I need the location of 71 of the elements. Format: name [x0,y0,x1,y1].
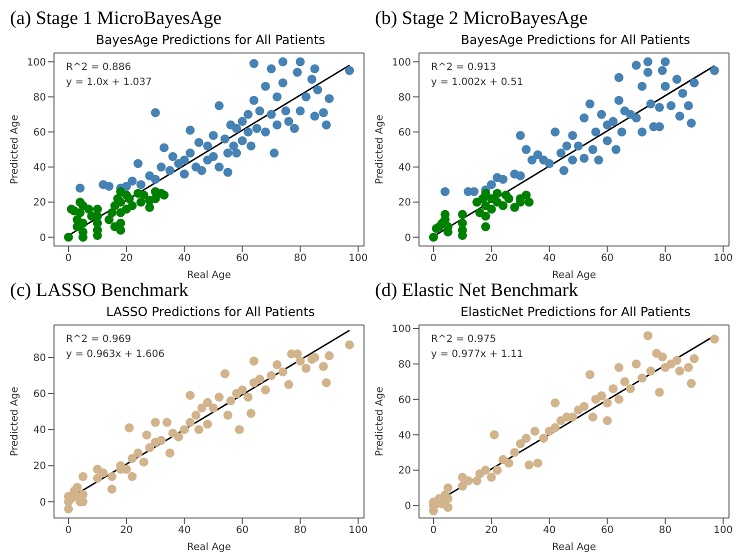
x-tick-label: 20 [120,525,133,536]
y-tick-label: 60 [398,394,411,406]
x-tick-label: 60 [600,253,614,264]
y-tick-label: 0 [40,497,46,508]
y-tick-label: 80 [398,360,411,371]
y-tick-label: 100 [392,57,411,68]
y-tick-label: 0 [404,232,411,244]
x-tick-label: 80 [658,525,672,536]
x-tick-label: 100 [348,525,368,536]
annotation: R^2 = 0.886 [66,61,132,75]
x-tick-label: 40 [178,253,191,264]
x-tick-label: 100 [714,525,733,536]
x-axis-title: Real Age [552,270,596,281]
x-tick-label: 20 [485,525,498,536]
x-tick-label: 60 [236,253,249,264]
x-tick-label: 40 [178,525,191,536]
y-tick-label: 80 [33,353,46,364]
y-tick-label: 40 [33,425,46,436]
y-tick-label: 0 [404,501,411,512]
chart-subtitle: LASSO Predictions for All Patients [105,304,316,321]
y-tick-label: 40 [33,162,46,174]
x-axis-title: Real Age [186,542,232,553]
y-tick-label: 40 [398,162,411,174]
x-tick-label: 60 [600,525,614,536]
x-tick-label: 60 [236,525,249,536]
y-tick-label: 80 [33,92,46,104]
y-axis-title: Predicted Age [10,386,21,456]
x-tick-label: 40 [543,253,556,264]
annotation: y = 1.002x + 0.51 [431,76,524,90]
x-axis-title: Real Age [552,542,596,553]
y-tick-label: 20 [33,198,46,209]
y-tick-label: 0 [40,232,46,244]
annotation: y = 0.963x + 1.606 [66,348,165,362]
y-tick-label: 60 [33,389,46,400]
annotation: y = 1.0x + 1.037 [66,76,152,90]
y-tick-label: 100 [26,57,46,68]
x-tick-label: 0 [65,525,72,536]
y-axis-title: Predicted Age [374,386,386,456]
chart-title: (a) Stage 1 MicroBayesAge [9,8,223,31]
y-tick-label: 20 [398,198,411,209]
chart-subtitle: ElasticNet Predictions for All Patients [460,304,692,321]
chart-title: (b) Stage 2 MicroBayesAge [374,8,589,31]
annotation: R^2 = 0.969 [66,333,132,347]
annotation: y = 0.977x + 1.11 [431,348,524,362]
chart-subtitle: BayesAge Predictions for All Patients [460,32,692,49]
x-tick-label: 0 [430,525,437,536]
y-tick-label: 60 [33,128,46,139]
chart-title: (d) Elastic Net Benchmark [374,280,580,303]
x-tick-label: 100 [348,253,368,264]
x-tick-label: 80 [658,253,672,264]
y-tick-label: 20 [398,466,411,477]
annotation: R^2 = 0.913 [431,61,498,75]
x-tick-label: 80 [294,253,307,264]
chart-title: (c) LASSO Benchmark [9,280,190,303]
y-tick-label: 80 [398,92,411,104]
x-tick-label: 40 [543,525,556,536]
y-axis-title: Predicted Age [10,114,21,184]
x-tick-label: 20 [485,253,498,264]
y-tick-label: 20 [33,461,46,472]
x-tick-label: 20 [120,253,133,264]
chart-subtitle: BayesAge Predictions for All Patients [94,32,326,49]
x-tick-label: 0 [430,253,437,264]
annotation: R^2 = 0.975 [431,333,498,347]
y-tick-label: 40 [398,430,411,442]
y-axis-title: Predicted Age [374,114,386,184]
x-tick-label: 0 [65,253,72,264]
x-tick-label: 80 [294,525,307,536]
y-tick-label: 100 [392,324,411,336]
y-tick-label: 60 [398,128,411,139]
x-tick-label: 100 [714,253,733,264]
x-axis-title: Real Age [186,270,232,281]
